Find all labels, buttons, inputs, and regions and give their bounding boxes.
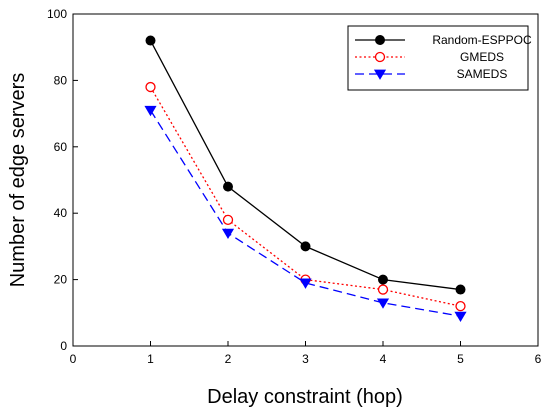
legend-label-gmeds: GMEDS	[460, 50, 504, 64]
data-point-random-esppoc	[223, 181, 233, 192]
legend-marker-random-esppoc	[375, 35, 385, 45]
x-tick-label: 1	[147, 352, 154, 366]
data-point-sameds	[144, 105, 157, 117]
series-gmeds	[145, 81, 466, 312]
y-tick-label: 20	[54, 273, 68, 287]
x-tick-label: 4	[380, 352, 387, 366]
legend: Random-ESPPOC GMEDS SAMEDS	[347, 25, 532, 91]
y-tick-label: 60	[54, 140, 68, 154]
data-point-random-esppoc	[455, 284, 466, 295]
series-random-esppoc	[145, 35, 466, 295]
legend-label-random-esppoc: Random-ESPPOC	[432, 33, 532, 47]
data-point-sameds	[221, 228, 235, 240]
data-point-gmeds	[145, 81, 156, 93]
x-axis: 0 1 2 3 4 5 6	[70, 341, 542, 366]
series-line-gmeds	[149, 86, 461, 307]
data-point-gmeds	[455, 301, 466, 312]
y-tick-label: 40	[54, 206, 68, 220]
x-axis-title: Delay constraint (hop)	[207, 386, 403, 408]
x-tick-label: 5	[457, 352, 464, 366]
data-point-sameds	[376, 298, 390, 309]
legend-label-sameds: SAMEDS	[457, 67, 508, 81]
data-point-sameds	[454, 311, 467, 323]
y-axis-title: Number of edge servers	[7, 73, 29, 288]
x-tick-label: 6	[535, 352, 542, 366]
x-tick-label: 3	[302, 352, 309, 366]
x-tick-label: 0	[70, 352, 77, 366]
data-point-random-esppoc	[300, 241, 311, 252]
y-tick-label: 100	[47, 7, 67, 21]
x-tick-label: 2	[225, 352, 232, 366]
data-point-gmeds	[377, 284, 389, 295]
data-point-random-esppoc	[145, 35, 156, 46]
data-point-gmeds	[222, 214, 234, 225]
series-sameds	[144, 105, 467, 323]
legend-marker-gmeds	[374, 51, 386, 63]
y-axis: 0 20 40 60 80 100	[47, 7, 78, 353]
series-line-sameds	[149, 109, 461, 317]
legend-marker-sameds	[373, 69, 387, 80]
plot-area	[144, 35, 467, 323]
y-tick-label: 80	[54, 73, 68, 87]
data-point-sameds	[299, 278, 312, 289]
data-point-random-esppoc	[378, 274, 388, 285]
y-tick-label: 0	[60, 339, 67, 353]
